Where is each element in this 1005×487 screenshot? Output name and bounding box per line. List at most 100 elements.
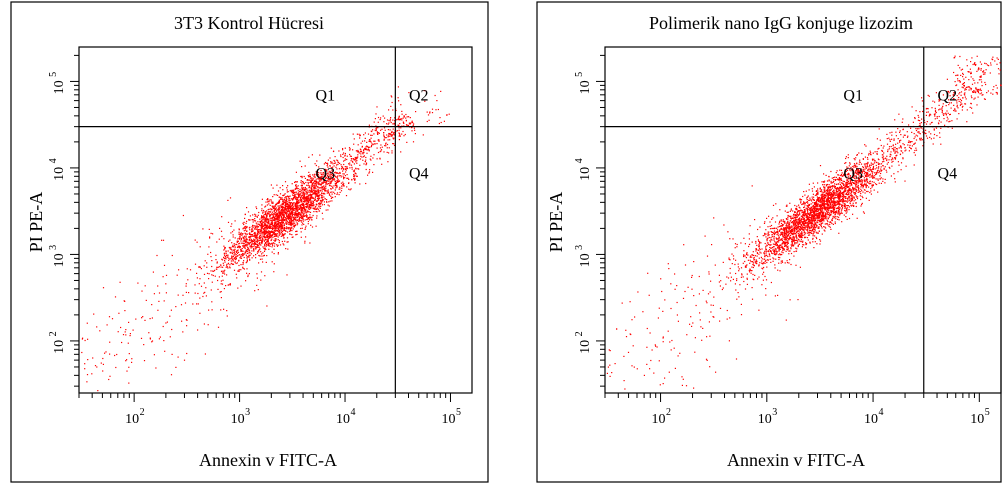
data-point (279, 205, 281, 207)
data-point (296, 224, 298, 226)
data-point (236, 246, 239, 248)
data-point (292, 216, 294, 218)
data-point (825, 200, 827, 202)
data-point (785, 218, 787, 220)
data-point (244, 213, 246, 216)
data-point (315, 205, 317, 207)
data-point (321, 181, 323, 183)
data-point (847, 180, 850, 182)
data-point (240, 269, 242, 271)
data-point (323, 175, 325, 177)
data-point (332, 186, 334, 188)
data-point (340, 190, 343, 192)
data-point (360, 155, 362, 157)
data-point (290, 209, 292, 211)
data-point (384, 117, 386, 119)
data-point (245, 250, 248, 252)
data-point (753, 256, 755, 259)
data-point (327, 183, 330, 185)
data-point (292, 190, 294, 192)
data-point (869, 165, 871, 167)
data-point (265, 261, 267, 263)
data-point (307, 223, 309, 225)
data-point (271, 205, 273, 207)
data-point (289, 218, 291, 220)
data-point (319, 172, 321, 174)
data-point (267, 242, 269, 244)
data-point (781, 247, 783, 249)
data-point (257, 214, 259, 216)
data-point (339, 172, 341, 174)
data-point (303, 213, 305, 215)
data-point (361, 156, 363, 158)
data-point (790, 218, 792, 220)
data-point (274, 209, 276, 211)
data-point (788, 223, 791, 226)
data-point (336, 180, 338, 182)
data-point (175, 306, 177, 308)
data-point (128, 366, 130, 368)
data-point (342, 181, 344, 183)
data-point (788, 262, 790, 264)
data-point (768, 244, 770, 246)
data-point (256, 223, 258, 225)
data-point (84, 368, 86, 370)
data-point (289, 190, 291, 192)
data-point (295, 213, 298, 215)
data-point (310, 217, 312, 219)
data-point (223, 257, 225, 260)
data-point (228, 240, 230, 242)
data-point (764, 242, 766, 245)
data-point (845, 216, 847, 218)
data-point (233, 257, 235, 260)
data-point (304, 212, 306, 214)
data-point (302, 181, 304, 183)
data-point (792, 231, 794, 233)
data-point (295, 184, 297, 186)
data-point (257, 229, 259, 231)
data-point (302, 203, 304, 205)
data-point (767, 259, 769, 261)
data-point (264, 211, 266, 213)
data-point (812, 208, 814, 210)
data-point (763, 222, 766, 224)
data-point (245, 242, 247, 244)
data-point (301, 219, 303, 222)
data-point (346, 177, 348, 179)
data-point (292, 209, 295, 211)
data-point (271, 218, 273, 220)
data-point (180, 304, 183, 306)
data-point (303, 200, 305, 202)
data-point (296, 187, 298, 189)
data-point (305, 225, 307, 227)
data-point (194, 263, 197, 265)
data-point (299, 196, 302, 199)
data-point (359, 183, 361, 185)
data-point (370, 155, 372, 157)
data-point (204, 291, 206, 293)
data-point (787, 216, 789, 218)
data-point (886, 163, 888, 165)
data-point (307, 203, 309, 205)
data-point (251, 226, 253, 228)
data-point (263, 236, 265, 238)
data-point (807, 213, 809, 215)
data-point (778, 247, 780, 249)
data-point (263, 240, 265, 242)
data-point (821, 216, 823, 218)
data-point (293, 225, 295, 228)
data-point (405, 124, 408, 126)
data-point (868, 154, 870, 156)
data-point (365, 162, 368, 164)
data-point (242, 267, 244, 269)
data-point (295, 205, 297, 207)
data-point (257, 239, 259, 241)
data-point (321, 177, 323, 179)
data-point (229, 267, 231, 269)
data-point (860, 171, 862, 174)
data-point (330, 181, 332, 183)
data-point (257, 246, 259, 248)
data-point (277, 225, 279, 227)
data-point (840, 173, 843, 176)
data-point (82, 337, 84, 339)
